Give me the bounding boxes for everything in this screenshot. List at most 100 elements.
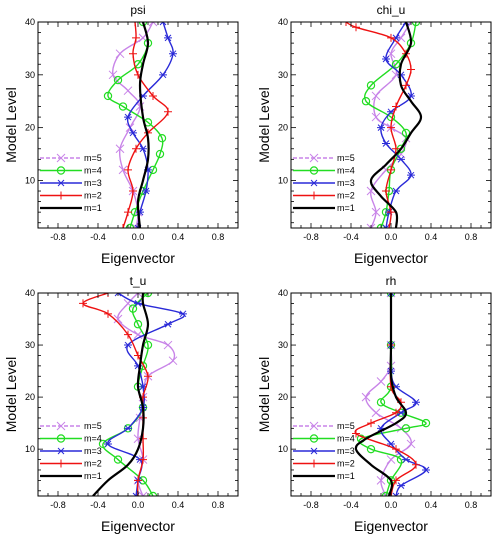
x-tick-label: -0.4 [343, 500, 359, 510]
x-tick-label: -0.4 [343, 232, 359, 242]
legend-item-m5: m=5 [293, 153, 355, 163]
panel-title: t_u [130, 274, 147, 288]
series-m2 [119, 22, 172, 228]
data-point-m3 [164, 34, 172, 42]
legend-item-m4: m=4 [293, 166, 355, 176]
series-m1 [136, 22, 150, 228]
series-m1 [354, 293, 408, 496]
y-axis-label: Model Level [3, 87, 19, 163]
data-point-m4 [128, 304, 138, 313]
legend-item-m5: m=5 [293, 421, 355, 431]
data-point-m3 [114, 293, 122, 297]
x-tick-label: -0.8 [303, 500, 319, 510]
data-point-m5 [163, 340, 173, 350]
legend: m=5 m=4 m=3 m=2 m=1 [40, 153, 102, 213]
legend-label: m=4 [84, 166, 102, 176]
legend-marker [309, 421, 319, 431]
data-point-m3 [412, 398, 420, 406]
y-tick-label: 40 [25, 288, 35, 298]
data-point-m4 [366, 81, 376, 90]
x-axis: -0.8 -0.4 0.0 0.4 0.8 [37, 22, 239, 242]
data-point-m2 [144, 372, 152, 381]
data-point-m2 [387, 123, 395, 132]
series-line-m1 [136, 22, 150, 228]
plot-area [352, 293, 431, 496]
data-point-m4 [421, 418, 431, 428]
data-point-m5 [371, 112, 381, 122]
data-point-m5 [406, 439, 416, 449]
legend-item-m5: m=5 [40, 421, 102, 431]
legend-item-m3: m=3 [40, 178, 102, 188]
panel-title: rh [386, 274, 397, 288]
legend-item-m2: m=2 [293, 191, 355, 201]
plot-area [79, 293, 187, 496]
data-point-m4 [155, 149, 165, 159]
legend-marker [56, 153, 66, 163]
data-point-m3 [382, 140, 390, 147]
data-point-m3 [104, 440, 112, 448]
data-point-m2 [149, 91, 157, 100]
series-m1 [92, 293, 150, 496]
data-point-m3 [139, 145, 147, 153]
legend-label: m=2 [84, 191, 102, 201]
data-point-m4 [411, 22, 421, 27]
data-point-m2 [134, 476, 142, 485]
data-point-m4 [118, 102, 128, 111]
y-tick-label: 30 [25, 70, 35, 80]
x-tick-label: -0.8 [50, 232, 66, 242]
y-tick-label: 40 [278, 288, 288, 298]
legend: m=5 m=4 m=3 m=2 m=1 [293, 421, 355, 481]
series-m1 [369, 22, 423, 228]
data-point-m4 [366, 444, 376, 454]
legend-marker [310, 459, 318, 468]
data-point-m4 [157, 134, 167, 143]
data-point-m5 [371, 408, 381, 418]
legend-marker [310, 179, 318, 187]
data-point-m5 [361, 392, 371, 402]
y-axis: 10 20 30 40 [25, 288, 238, 492]
data-point-m3 [402, 456, 410, 463]
legend-item-m3: m=3 [40, 446, 102, 456]
data-point-m3 [382, 55, 390, 63]
panel-title: chi_u [377, 3, 406, 17]
data-point-m4 [113, 455, 123, 464]
data-point-m2 [392, 445, 400, 454]
legend-label: m=1 [84, 203, 102, 213]
data-point-m4 [361, 97, 371, 106]
data-point-m3 [422, 466, 430, 474]
data-point-m5 [118, 165, 128, 175]
data-point-m4 [376, 398, 386, 407]
legend-label: m=2 [337, 191, 355, 201]
data-point-m5 [376, 377, 386, 386]
legend-item-m2: m=2 [40, 191, 102, 201]
legend-label: m=1 [337, 471, 355, 481]
data-point-m4 [401, 128, 411, 138]
x-tick-label: 0.8 [212, 232, 225, 242]
data-point-m4 [113, 75, 123, 85]
x-tick-label: 0.0 [132, 232, 145, 242]
x-axis: -0.8 -0.4 0.0 0.4 0.8 [290, 293, 492, 510]
legend-marker [56, 421, 66, 431]
data-point-m2 [412, 460, 420, 469]
legend-item-m1: m=1 [40, 203, 102, 213]
data-point-m2 [382, 187, 390, 196]
y-tick-label: 40 [278, 17, 288, 27]
legend-item-m1: m=1 [40, 471, 102, 481]
data-point-m3 [392, 492, 400, 496]
data-point-m2 [79, 299, 87, 308]
legend-item-m4: m=4 [40, 434, 102, 444]
legend-marker [56, 166, 66, 175]
y-tick-label: 10 [25, 175, 35, 185]
data-point-m3 [164, 320, 172, 328]
data-point-m3 [124, 341, 132, 349]
data-point-m4 [143, 340, 153, 350]
data-point-m2 [124, 208, 132, 217]
legend-marker [57, 191, 65, 200]
panel-t_u: t_u -0.8 -0.4 0.0 0.4 0.8 10 20 30 40 Eigenvector M… [3, 274, 239, 534]
data-point-m2 [387, 33, 395, 42]
data-point-m5 [115, 49, 125, 59]
data-point-m5 [133, 293, 143, 298]
data-point-m2 [139, 455, 147, 464]
legend-label: m=1 [337, 203, 355, 213]
